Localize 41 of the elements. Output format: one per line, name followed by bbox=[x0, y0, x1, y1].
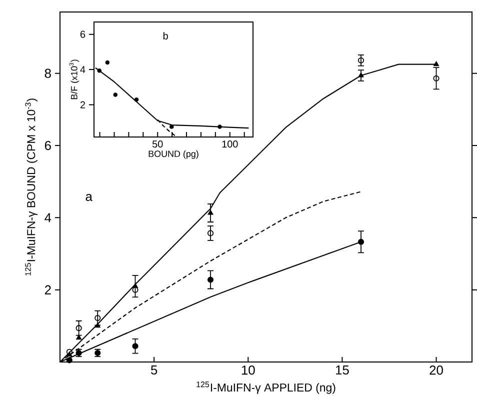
x-tick-label: 15 bbox=[336, 366, 349, 375]
point bbox=[358, 238, 364, 245]
point bbox=[207, 276, 214, 283]
annotation: b bbox=[163, 32, 168, 40]
y-tick-label: 2 bbox=[44, 285, 51, 294]
point bbox=[97, 68, 102, 73]
point bbox=[358, 57, 364, 64]
y-tick-label: 6 bbox=[80, 30, 86, 38]
x-tick-label: 100 bbox=[222, 140, 238, 148]
point bbox=[208, 210, 214, 215]
point bbox=[169, 124, 174, 129]
x-axis-title: $^{125}$I-MuIFN-γ APPLIED (ng) bbox=[196, 382, 336, 394]
y-axis-title: $^{125}$I-MuIFN-γ BOUND (CPM x 10$^{-3}$) bbox=[25, 98, 38, 276]
point bbox=[218, 124, 222, 129]
point bbox=[433, 75, 440, 82]
point bbox=[66, 357, 72, 364]
point bbox=[132, 283, 138, 288]
point bbox=[358, 72, 364, 78]
x-tick-label: 10 bbox=[242, 366, 255, 375]
point bbox=[434, 61, 439, 66]
point bbox=[76, 325, 82, 332]
y-axis-title: B/F (x10$^{3}$) bbox=[69, 60, 80, 100]
point bbox=[94, 322, 100, 328]
point bbox=[113, 92, 118, 97]
x-tick-label: 5 bbox=[150, 366, 158, 375]
y-tick-label: 4 bbox=[44, 213, 52, 222]
annotation: a bbox=[86, 194, 92, 202]
point bbox=[132, 343, 138, 350]
point bbox=[76, 334, 82, 340]
x-axis-title: BOUND (pg) bbox=[148, 150, 198, 159]
y-tick-label: 8 bbox=[44, 68, 51, 78]
point bbox=[105, 60, 110, 65]
point bbox=[66, 352, 72, 357]
y-tick-label: 2 bbox=[80, 101, 86, 108]
x-tick-label: 50 bbox=[152, 140, 163, 148]
y-tick-label: 6 bbox=[44, 140, 51, 150]
point bbox=[134, 98, 139, 102]
x-tick-label: 20 bbox=[430, 366, 443, 375]
point bbox=[94, 314, 101, 322]
point bbox=[207, 230, 214, 236]
y-tick-label: 4 bbox=[80, 66, 86, 73]
